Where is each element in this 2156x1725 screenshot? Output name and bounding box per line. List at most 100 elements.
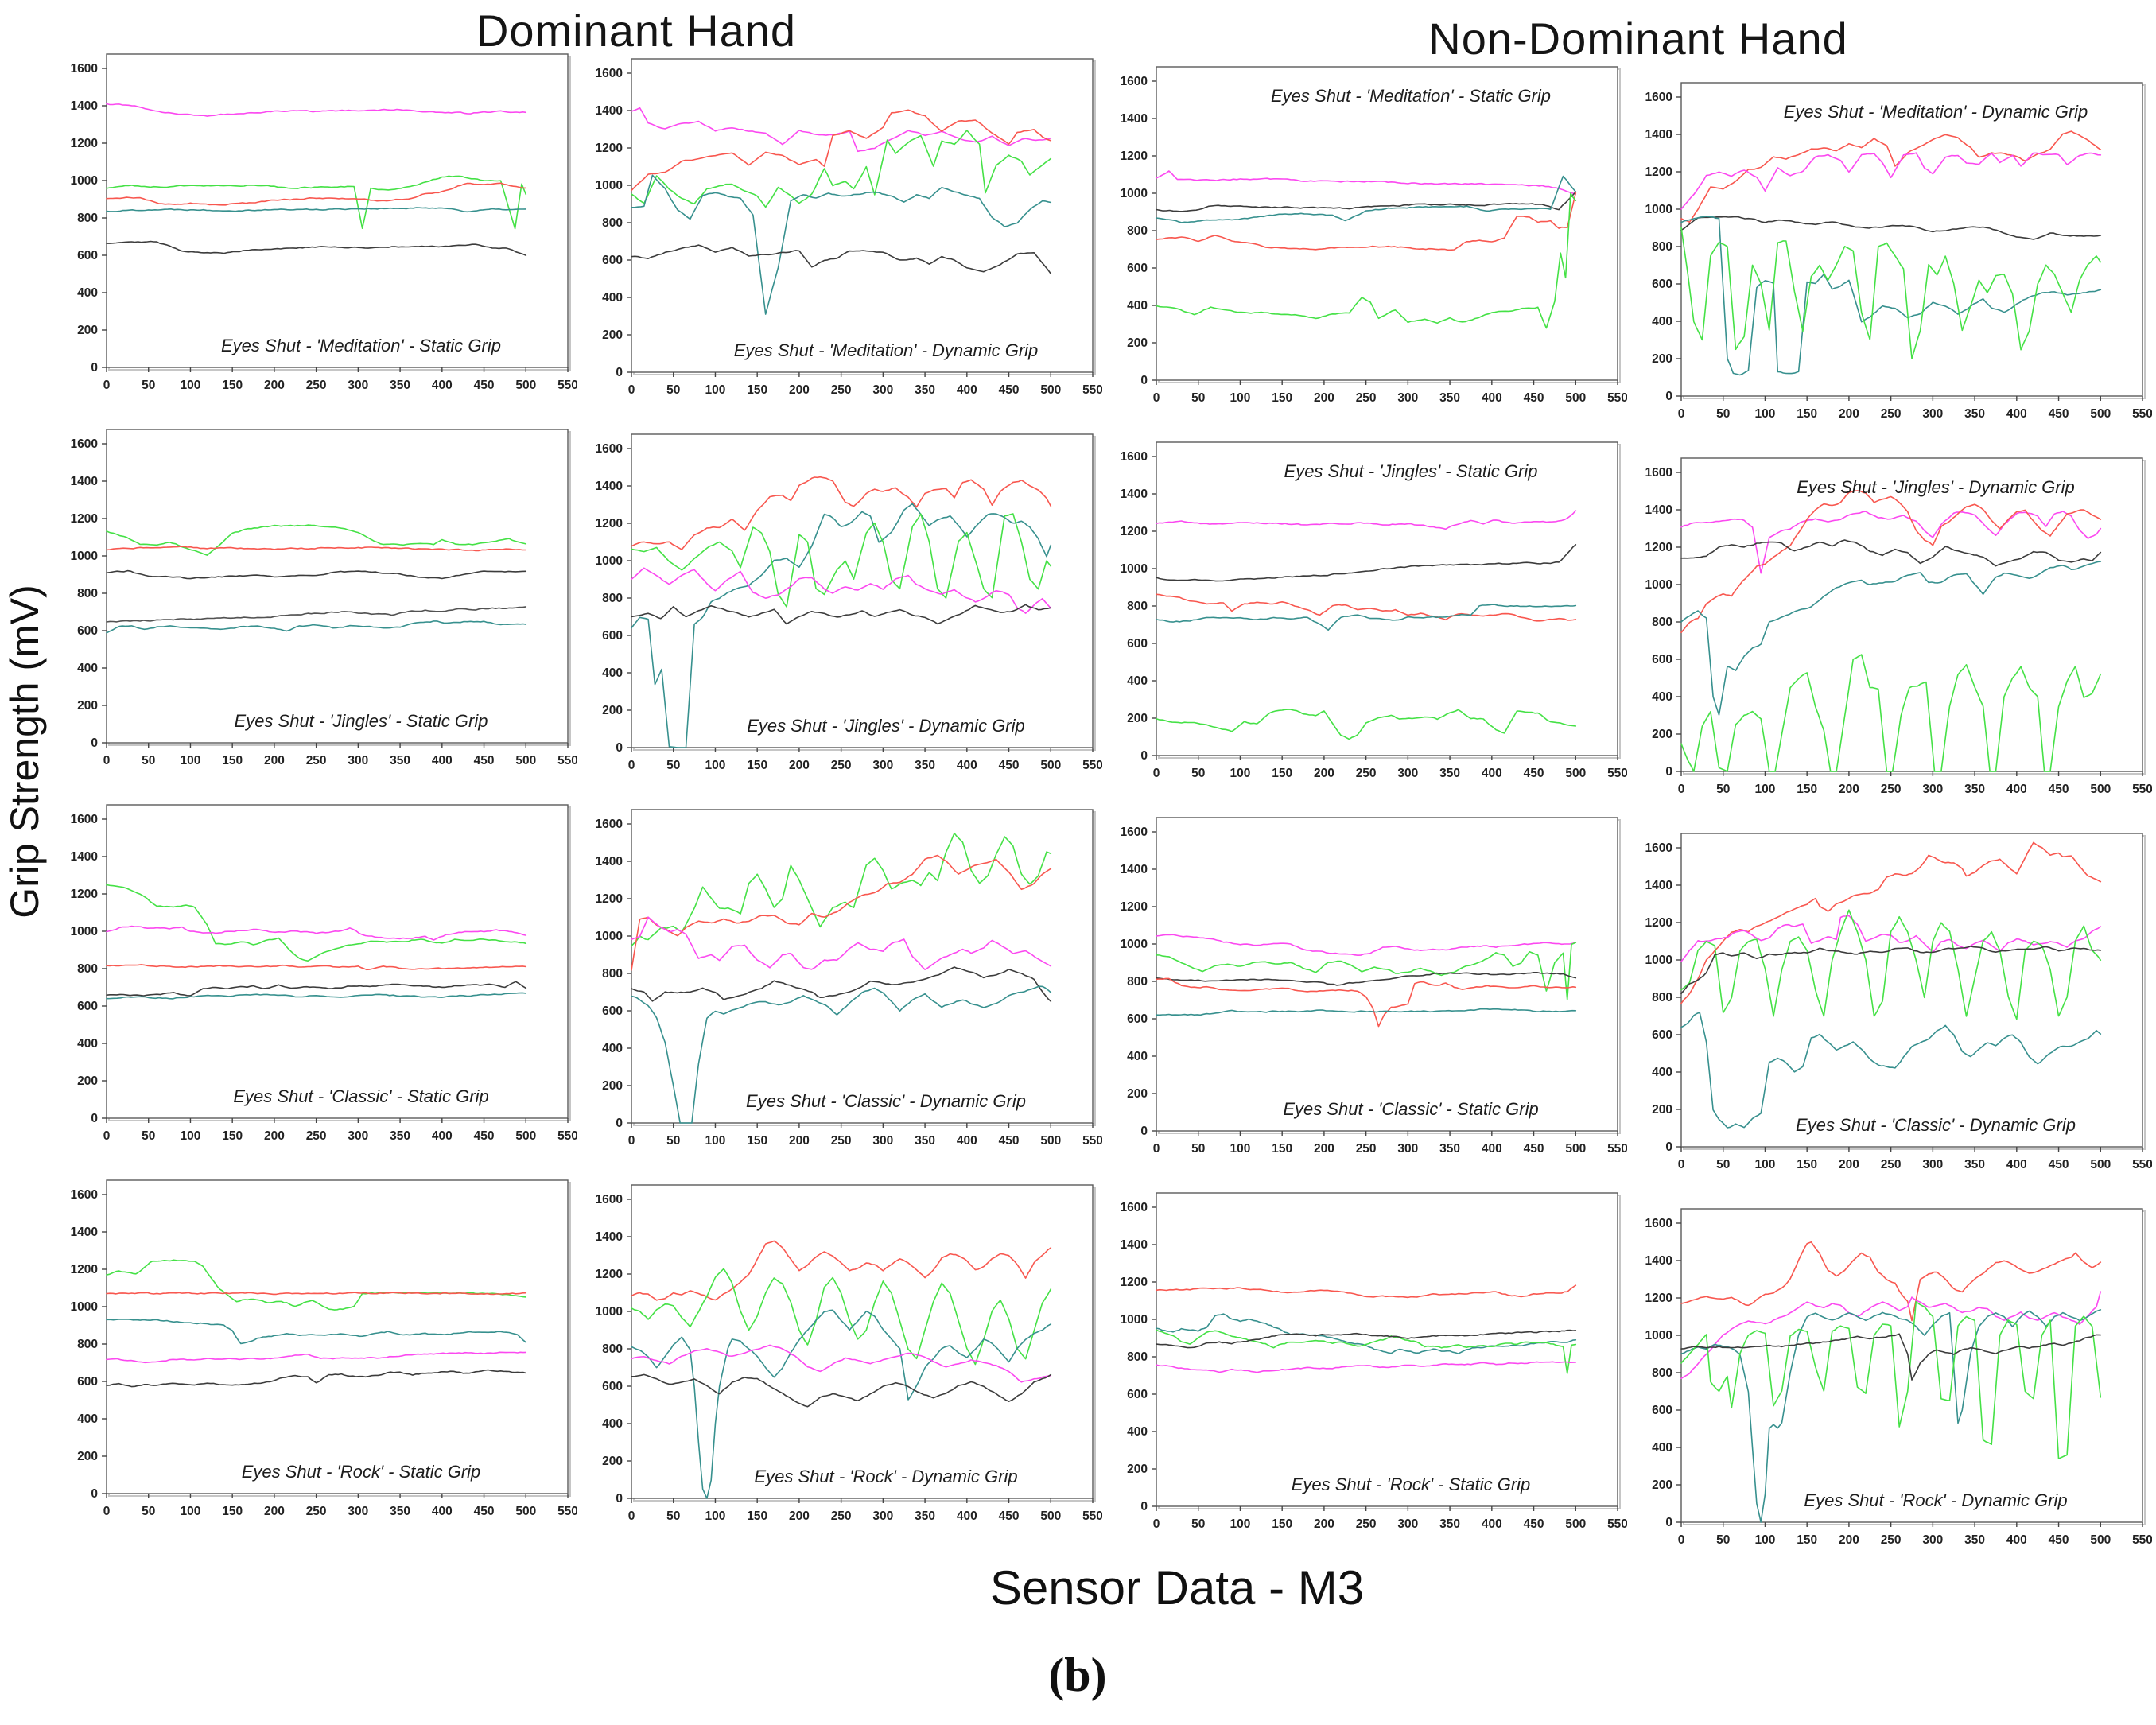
svg-text:350: 350 — [1964, 1533, 1985, 1547]
svg-text:500: 500 — [1040, 759, 1061, 772]
chart-rock-dominant-static: 0 200 400 600 800 1000 1200 1400 1600 0 50 100 150 20… — [52, 1171, 578, 1546]
svg-text:400: 400 — [77, 286, 98, 300]
svg-text:50: 50 — [666, 383, 680, 397]
svg-text:0: 0 — [1140, 1125, 1148, 1138]
svg-text:350: 350 — [390, 1505, 410, 1518]
svg-text:350: 350 — [915, 1134, 935, 1148]
svg-text:300: 300 — [1922, 783, 1943, 796]
svg-text:1400: 1400 — [1121, 1238, 1148, 1252]
svg-text:250: 250 — [1356, 1142, 1377, 1156]
svg-text:150: 150 — [747, 759, 767, 772]
svg-text:600: 600 — [602, 1380, 623, 1393]
svg-text:400: 400 — [77, 1037, 98, 1051]
svg-text:450: 450 — [1524, 1142, 1544, 1156]
svg-text:0: 0 — [103, 1505, 111, 1518]
svg-text:500: 500 — [1040, 1509, 1061, 1523]
svg-text:400: 400 — [957, 1134, 977, 1148]
svg-text:400: 400 — [957, 1509, 977, 1523]
svg-text:1600: 1600 — [596, 1193, 623, 1206]
svg-text:100: 100 — [1755, 1158, 1776, 1171]
svg-text:250: 250 — [831, 1134, 852, 1148]
svg-text:800: 800 — [1127, 975, 1148, 989]
svg-text:600: 600 — [77, 1375, 98, 1389]
svg-text:1200: 1200 — [1121, 150, 1148, 163]
svg-text:300: 300 — [872, 1509, 893, 1523]
svg-text:100: 100 — [181, 379, 201, 392]
svg-text:1000: 1000 — [1645, 1329, 1672, 1342]
svg-text:350: 350 — [915, 759, 935, 772]
svg-text:1600: 1600 — [71, 813, 98, 826]
svg-text:350: 350 — [1439, 767, 1460, 780]
svg-text:1000: 1000 — [596, 554, 623, 568]
svg-text:350: 350 — [1439, 1517, 1460, 1531]
svg-text:1200: 1200 — [71, 1263, 98, 1276]
svg-text:200: 200 — [77, 324, 98, 337]
svg-text:600: 600 — [1127, 262, 1148, 275]
svg-text:0: 0 — [103, 379, 111, 392]
svg-text:450: 450 — [474, 379, 495, 392]
charts-grid: 0 200 400 600 800 1000 1200 1400 1600 0 50 100 150 20… — [52, 45, 2153, 1547]
chart-title: Eyes Shut - 'Classic' - Static Grip — [233, 1086, 488, 1106]
svg-text:150: 150 — [222, 1505, 243, 1518]
chart-title: Eyes Shut - 'Classic' - Static Grip — [1283, 1099, 1538, 1119]
svg-text:400: 400 — [1652, 1441, 1672, 1455]
svg-text:1400: 1400 — [1121, 488, 1148, 501]
chart-meditation-nondominant-static: 0 200 400 600 800 1000 1200 1400 1600 0 50 100 150 20… — [1102, 57, 1628, 433]
svg-text:500: 500 — [1040, 1134, 1061, 1148]
svg-text:100: 100 — [705, 383, 726, 397]
svg-text:350: 350 — [1439, 391, 1460, 405]
chart-meditation-dominant-dynamic: 0 200 400 600 800 1000 1200 1400 1600 0 50 100 150 20… — [577, 49, 1103, 425]
svg-text:50: 50 — [666, 759, 680, 772]
svg-text:1400: 1400 — [1645, 128, 1672, 142]
svg-text:200: 200 — [77, 699, 98, 713]
chart-title: Eyes Shut - 'Rock' - Dynamic Grip — [1804, 1490, 2067, 1510]
svg-text:800: 800 — [602, 216, 623, 230]
svg-text:150: 150 — [1797, 1533, 1817, 1547]
svg-text:450: 450 — [474, 1505, 495, 1518]
svg-text:200: 200 — [1839, 407, 1859, 421]
svg-text:450: 450 — [999, 383, 1020, 397]
svg-text:1200: 1200 — [596, 517, 623, 530]
chart-classic-nondominant-dynamic: 0 200 400 600 800 1000 1200 1400 1600 0 50 100 150 20… — [1627, 824, 2153, 1199]
svg-text:1000: 1000 — [1121, 938, 1148, 951]
svg-text:300: 300 — [872, 383, 893, 397]
svg-text:200: 200 — [1839, 783, 1859, 796]
svg-text:500: 500 — [2090, 407, 2111, 421]
svg-text:1200: 1200 — [1121, 1276, 1148, 1289]
svg-text:250: 250 — [831, 759, 852, 772]
svg-text:1200: 1200 — [596, 142, 623, 155]
svg-text:1000: 1000 — [596, 179, 623, 192]
svg-text:150: 150 — [747, 383, 767, 397]
svg-text:400: 400 — [432, 1505, 453, 1518]
svg-text:300: 300 — [872, 759, 893, 772]
svg-text:300: 300 — [1397, 1517, 1418, 1531]
svg-text:250: 250 — [831, 383, 852, 397]
svg-text:250: 250 — [1356, 391, 1377, 405]
svg-text:0: 0 — [91, 1487, 98, 1501]
svg-text:0: 0 — [628, 383, 635, 397]
svg-text:350: 350 — [915, 383, 935, 397]
svg-text:1600: 1600 — [1121, 1201, 1148, 1214]
svg-text:200: 200 — [1314, 1517, 1334, 1531]
svg-text:100: 100 — [1755, 1533, 1776, 1547]
svg-text:100: 100 — [181, 1505, 201, 1518]
svg-text:1400: 1400 — [71, 99, 98, 113]
svg-text:800: 800 — [77, 587, 98, 600]
chart-classic-nondominant-static: 0 200 400 600 800 1000 1200 1400 1600 0 50 100 150 20… — [1102, 808, 1628, 1183]
svg-text:1400: 1400 — [71, 475, 98, 488]
svg-text:200: 200 — [1839, 1158, 1859, 1171]
svg-text:800: 800 — [602, 1342, 623, 1356]
svg-text:1400: 1400 — [71, 1226, 98, 1239]
svg-text:400: 400 — [1652, 690, 1672, 704]
svg-text:350: 350 — [1964, 783, 1985, 796]
svg-text:1200: 1200 — [71, 888, 98, 901]
svg-text:1000: 1000 — [596, 930, 623, 943]
svg-text:450: 450 — [2049, 1158, 2069, 1171]
svg-text:0: 0 — [1678, 783, 1685, 796]
svg-text:550: 550 — [1607, 1517, 1627, 1531]
svg-text:0: 0 — [1678, 1533, 1685, 1547]
svg-text:100: 100 — [181, 1129, 201, 1143]
svg-text:1400: 1400 — [1121, 112, 1148, 126]
chart-title: Eyes Shut - 'Rock' - Static Grip — [1292, 1474, 1531, 1494]
svg-text:0: 0 — [616, 1117, 623, 1130]
